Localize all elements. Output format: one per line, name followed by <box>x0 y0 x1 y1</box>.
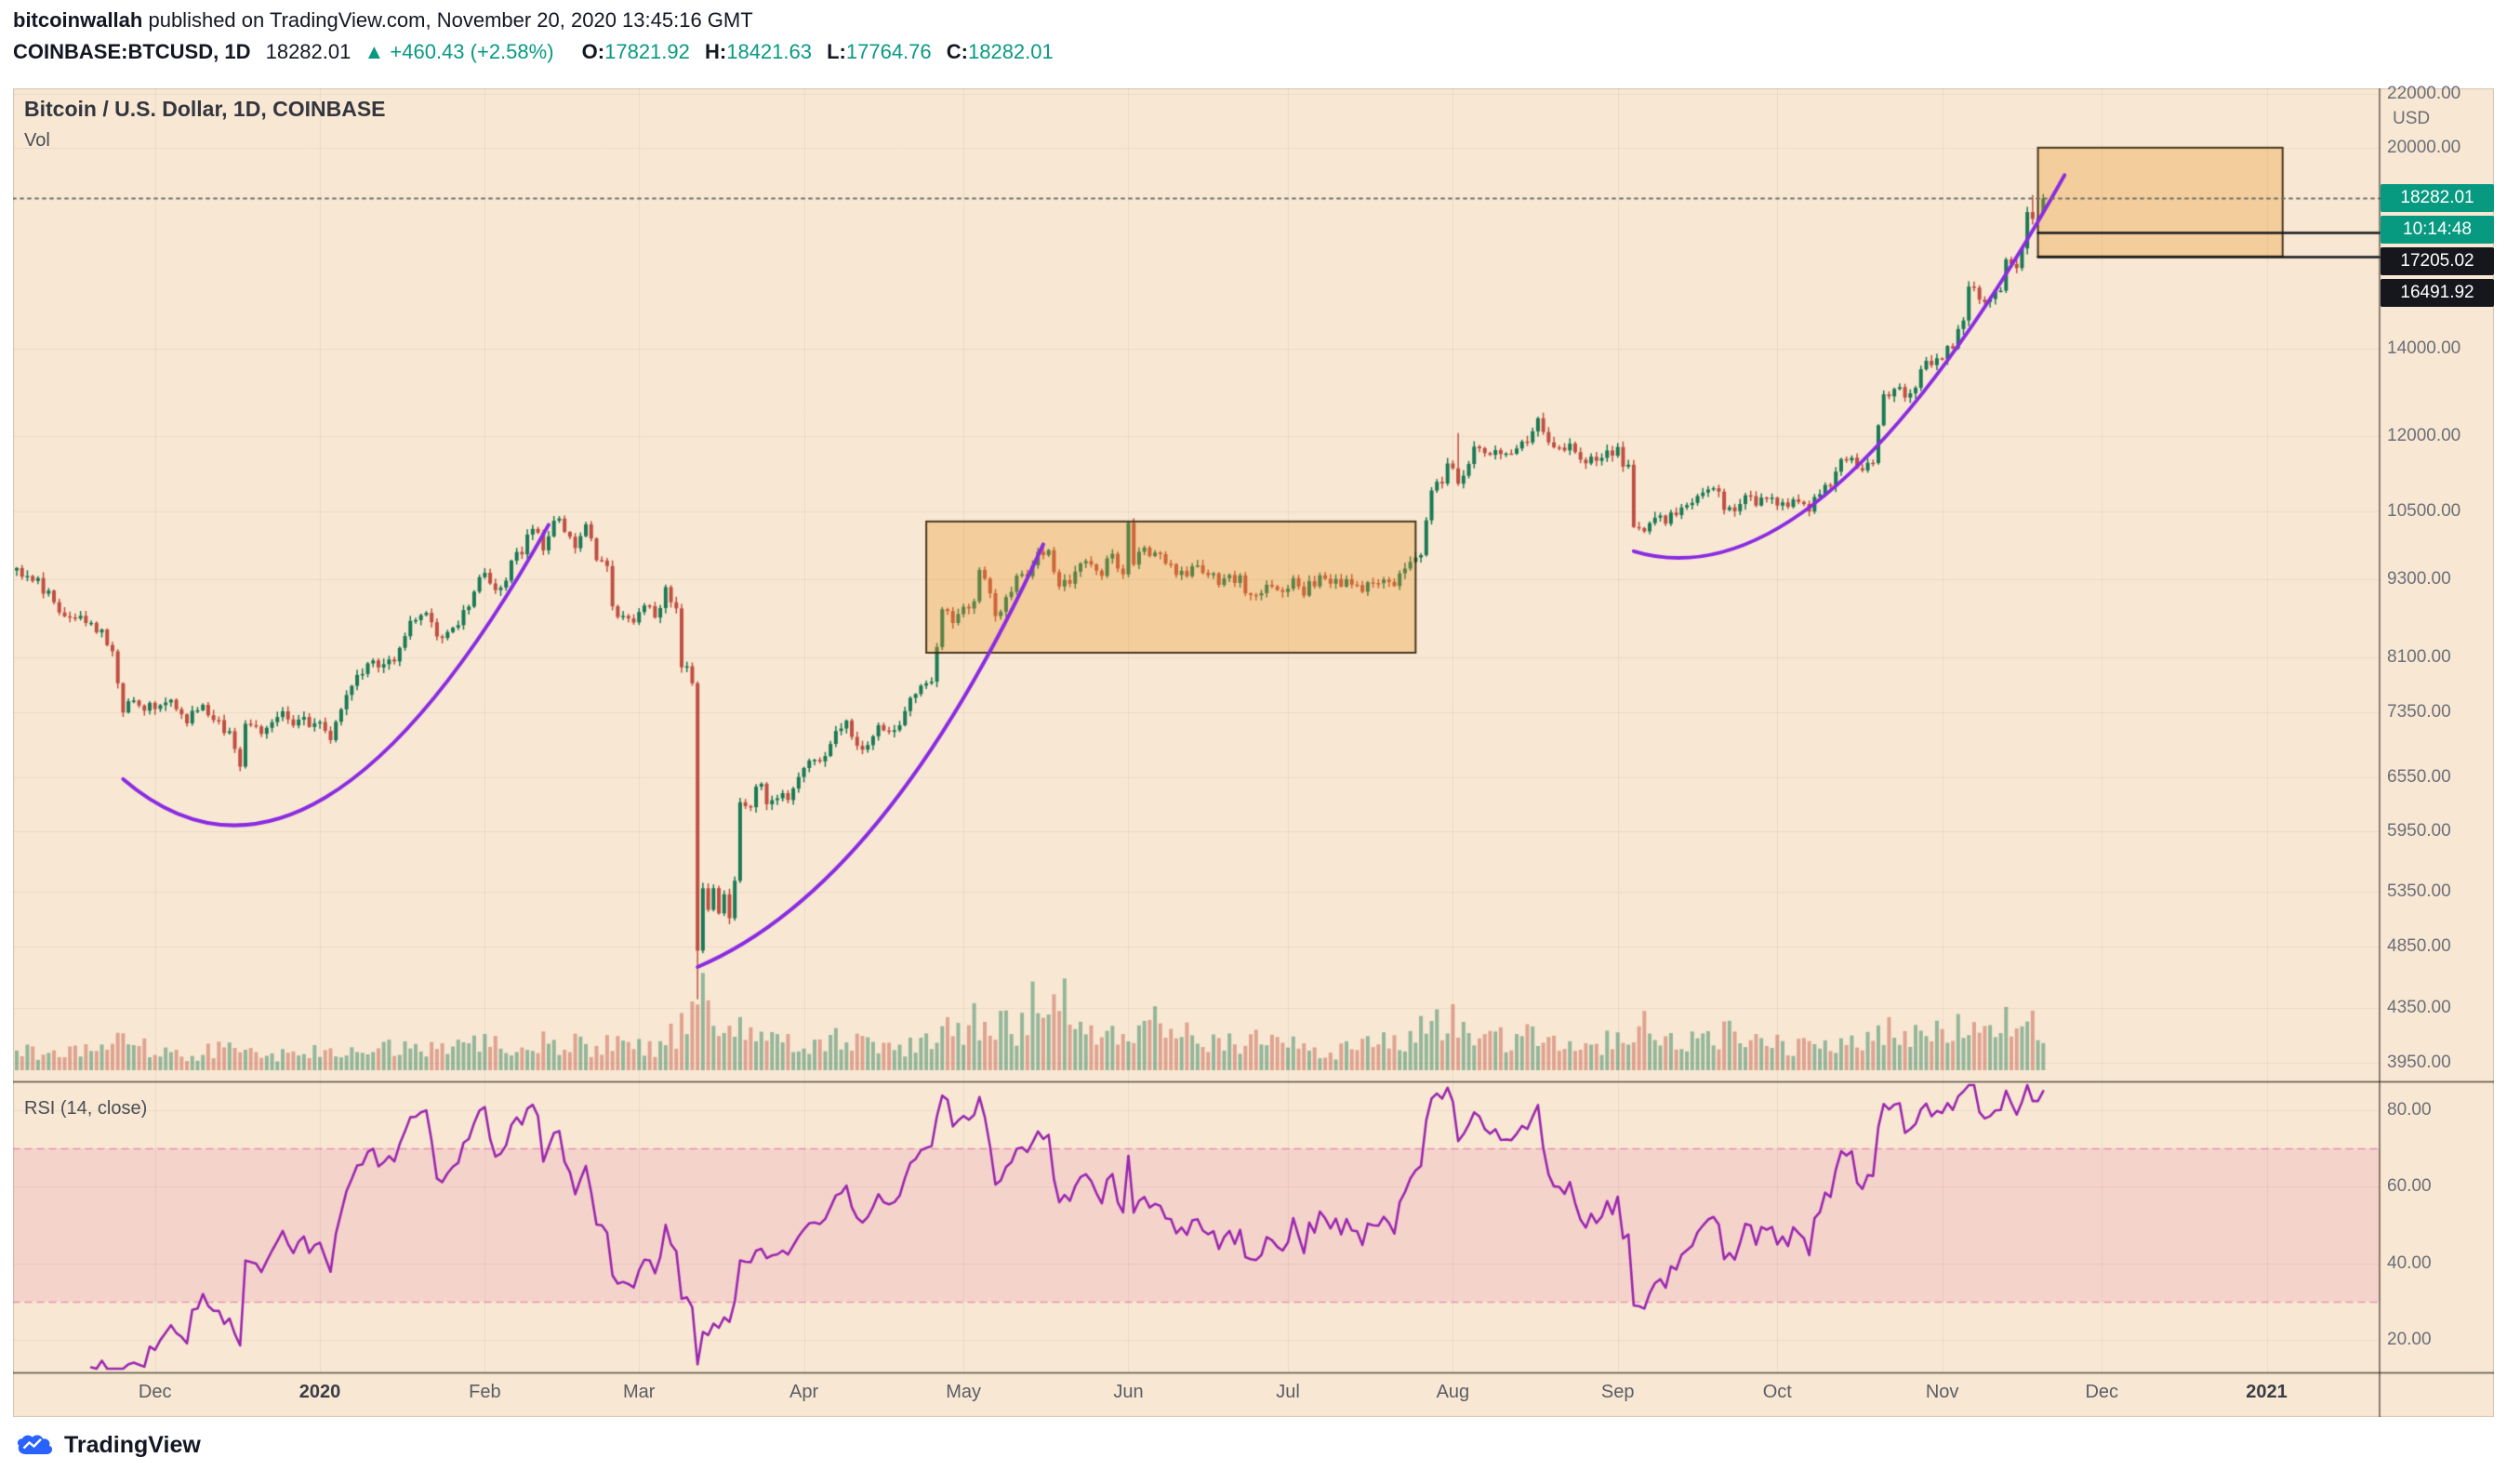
open-label: O: <box>581 40 605 63</box>
tradingview-logo-icon <box>17 1434 53 1454</box>
published-text: published on TradingView.com, November 2… <box>142 8 753 32</box>
time-axis[interactable] <box>13 1373 2380 1417</box>
high-label: H: <box>705 40 727 63</box>
price-chart-canvas[interactable] <box>13 88 2494 1417</box>
tradingview-footer[interactable]: TradingView <box>15 1432 201 1459</box>
published-line: bitcoinwallah published on TradingView.c… <box>13 7 753 33</box>
open-value: 17821.92 <box>604 40 690 63</box>
price-axis[interactable] <box>2380 88 2494 1417</box>
close-label: C: <box>946 40 968 63</box>
low-label: L: <box>827 40 846 63</box>
close-value: 18282.01 <box>967 40 1054 63</box>
brand-name: TradingView <box>64 1432 201 1458</box>
high-value: 18421.63 <box>726 40 812 63</box>
symbol-label: COINBASE:BTCUSD, 1D <box>13 40 251 63</box>
change-value: +460.43 (+2.58%) <box>390 40 554 63</box>
low-value: 17764.76 <box>845 40 932 63</box>
chart-title: Bitcoin / U.S. Dollar, 1D, COINBASE <box>24 97 386 121</box>
rsi-indicator-label: RSI (14, close) <box>24 1098 148 1119</box>
last-price: 18282.01 <box>265 40 352 63</box>
volume-indicator-label: Vol <box>24 130 50 151</box>
quote-line: COINBASE:BTCUSD, 1D 18282.01 ▲ +460.43 (… <box>13 39 1054 65</box>
change-arrow-icon: ▲ <box>364 40 385 63</box>
author-name: bitcoinwallah <box>13 8 143 32</box>
chart-pane[interactable] <box>13 88 2494 1417</box>
